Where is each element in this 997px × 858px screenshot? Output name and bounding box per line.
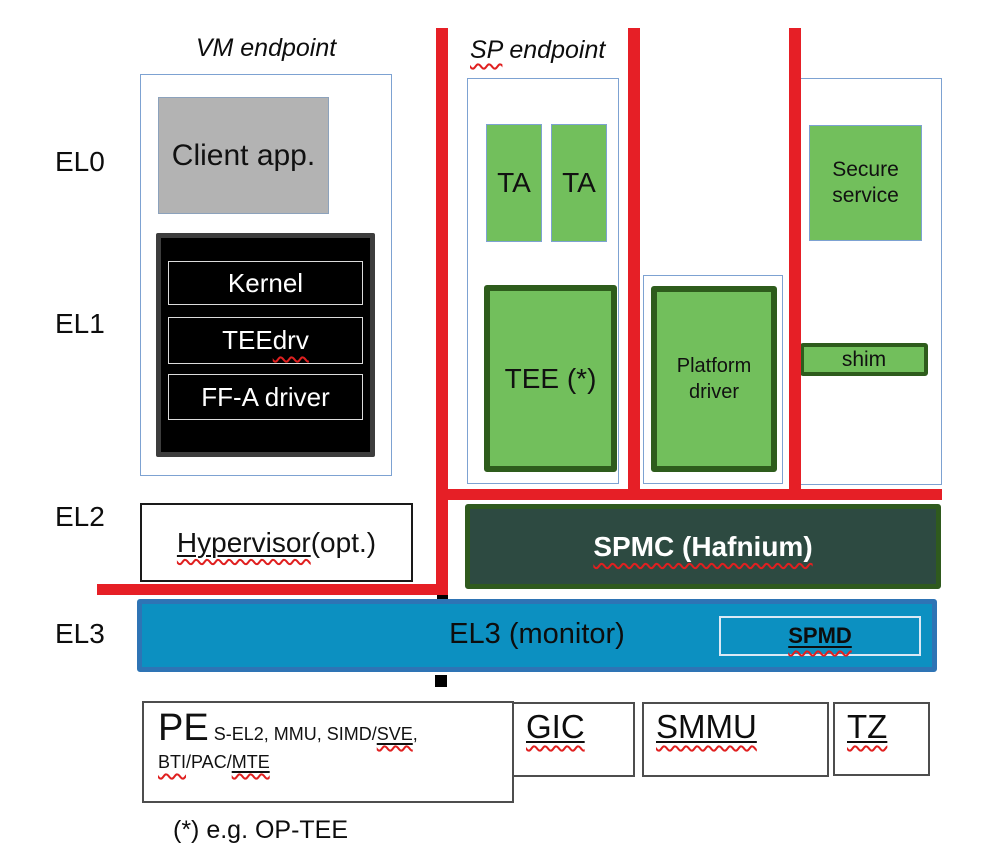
hypervisor-word: Hypervisor: [176, 526, 311, 558]
connector-square-bottom: [435, 675, 447, 687]
gic-box: GIC: [512, 702, 635, 777]
tz-box: TZ: [833, 702, 930, 776]
kernel-box: Kernel: [168, 261, 363, 305]
shim-box: shim: [800, 343, 928, 376]
red-divider-vertical-3: [789, 28, 801, 492]
sp-endpoint-label-sp: SP: [470, 36, 503, 64]
tee-drv-box: TEE drv: [168, 317, 363, 364]
pe-features-bti: BTI: [158, 752, 187, 772]
pe-features-1c: ,: [412, 724, 418, 744]
pe-features-1a: S-EL2, MMU, SIMD/: [208, 724, 377, 744]
red-divider-horizontal-left: [97, 584, 448, 595]
sp-endpoint-label: SP endpoint: [470, 36, 605, 65]
pe-features-2b: /PAC/: [186, 752, 232, 772]
tee-drv-word: drv: [272, 325, 309, 355]
pe-line-2: BTI/PAC/MTE: [158, 752, 512, 773]
spmd-box: SPMD: [719, 616, 921, 656]
ffa-driver-box: FF-A driver: [168, 374, 363, 420]
tz-label-wrap: TZ: [847, 708, 887, 745]
red-divider-vertical-2: [628, 28, 640, 492]
pe-box: PE S-EL2, MMU, SIMD/SVE, BTI/PAC/MTE: [142, 701, 514, 803]
tee-drv-prefix: TEE: [222, 325, 273, 355]
pe-features-sve: SVE: [376, 724, 413, 744]
footnote: (*) e.g. OP-TEE: [173, 816, 349, 844]
ta-box-1: TA: [486, 124, 542, 242]
ta-box-2: TA: [551, 124, 607, 242]
hypervisor-rest: (opt.): [310, 526, 377, 558]
pe-features-sve-wrap: SVE: [377, 724, 413, 744]
gic-label-wrap: GIC: [526, 708, 585, 745]
secure-service-box: Secure service: [809, 125, 922, 241]
smmu-label-wrap: SMMU: [656, 708, 757, 745]
vm-endpoint-label: VM endpoint: [195, 34, 337, 62]
pe-line-1: PE S-EL2, MMU, SIMD/SVE,: [158, 707, 512, 750]
gic-label: GIC: [526, 708, 585, 745]
hypervisor-box: Hypervisor (opt.): [140, 503, 413, 582]
tee-box: TEE (*): [484, 285, 617, 472]
client-app-box: Client app.: [158, 97, 329, 214]
el1-label: EL1: [55, 308, 105, 339]
hypervisor-word-wrap: Hypervisor: [177, 527, 311, 559]
pe-features-mte-wrap: MTE: [232, 752, 270, 772]
el3-label: EL3: [55, 618, 105, 649]
smmu-box: SMMU: [642, 702, 829, 777]
spmc-label: SPMC (Hafnium): [593, 530, 813, 562]
tz-label: TZ: [847, 708, 888, 745]
el0-label: EL0: [55, 146, 105, 177]
el3-monitor-bar: EL3 (monitor) SPMD: [137, 599, 937, 672]
pe-features-mte: MTE: [231, 752, 270, 772]
el3-monitor-label: EL3 (monitor): [449, 618, 625, 650]
platform-driver-box: Platform driver: [651, 286, 777, 472]
spmc-box: SPMC (Hafnium): [465, 504, 941, 589]
sp-endpoint-label-rest: endpoint: [502, 36, 606, 64]
spmd-label-wrap: SPMD: [788, 623, 852, 649]
pe-label: PE: [158, 707, 209, 749]
el2-label: EL2: [55, 501, 105, 532]
red-divider-vertical-1: [436, 28, 448, 595]
spmd-label: SPMD: [788, 623, 852, 648]
smmu-label: SMMU: [656, 708, 757, 745]
kernel-stack-box: Kernel TEE drv FF-A driver: [156, 233, 375, 457]
red-divider-horizontal-right: [436, 489, 942, 500]
